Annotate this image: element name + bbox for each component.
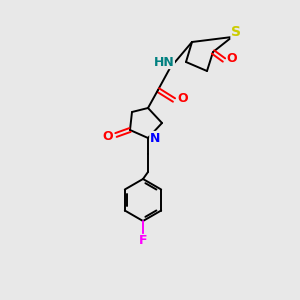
Text: N: N bbox=[150, 131, 160, 145]
Text: O: O bbox=[103, 130, 113, 143]
Text: F: F bbox=[139, 235, 147, 248]
Text: O: O bbox=[178, 92, 188, 104]
Text: O: O bbox=[227, 52, 237, 64]
Text: S: S bbox=[231, 25, 241, 39]
Text: HN: HN bbox=[154, 56, 174, 68]
